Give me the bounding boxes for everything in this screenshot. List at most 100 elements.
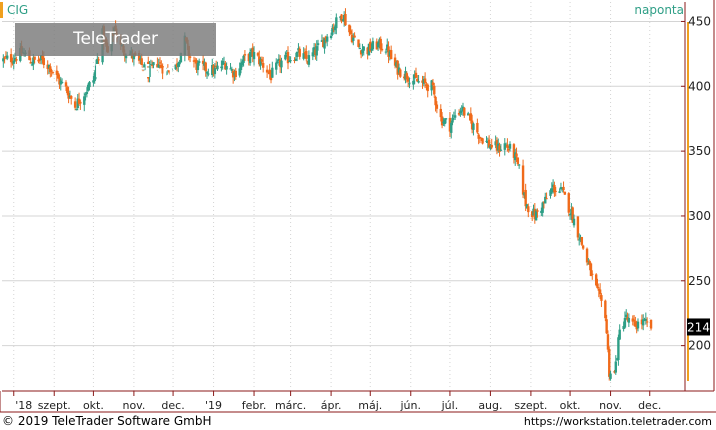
candle-body <box>6 55 9 59</box>
y-tick-label-200: 200 <box>688 339 711 353</box>
candle-body <box>331 27 334 35</box>
candle-body <box>649 319 653 329</box>
candle-body <box>150 64 154 66</box>
candle-body <box>143 64 146 71</box>
x-tick-label-6: febr. <box>242 399 267 412</box>
candle-body <box>284 54 287 60</box>
candle-body <box>205 71 209 74</box>
candle-body <box>417 81 420 83</box>
candle-body <box>521 165 525 195</box>
candle-body <box>265 69 269 73</box>
candle-body <box>55 70 59 75</box>
candle-body <box>623 317 627 328</box>
candle-body <box>302 53 305 59</box>
candle-body <box>562 186 565 191</box>
last-value-badge <box>687 318 710 336</box>
candle-body <box>303 51 307 54</box>
candle-body <box>250 49 253 52</box>
y-tick-label-300: 300 <box>688 209 711 223</box>
candle-body <box>587 263 590 265</box>
candle-body <box>84 94 87 96</box>
candle-body <box>544 196 547 204</box>
candle-body <box>389 50 393 60</box>
candle-body <box>169 73 172 75</box>
candle-body <box>498 145 501 152</box>
candle-body <box>367 43 371 56</box>
candle-body <box>375 41 379 50</box>
candle-body <box>340 14 343 22</box>
candle-body <box>320 40 324 42</box>
candle-body <box>481 138 484 144</box>
candle-body <box>550 188 553 193</box>
candle-body <box>11 62 14 64</box>
candle-body <box>497 143 500 151</box>
x-tick-label-8: ápr. <box>321 399 342 412</box>
x-tick-label-4: dec. <box>161 399 184 412</box>
candle-body <box>352 37 355 41</box>
candle-body <box>580 237 584 245</box>
candle-body <box>635 325 638 330</box>
candle-body <box>486 141 490 144</box>
candle-body <box>579 237 582 240</box>
candle-body <box>541 202 544 213</box>
candle-body <box>461 106 465 111</box>
candle-body <box>167 70 171 73</box>
x-tick-label-7: márc. <box>275 399 306 412</box>
candle-body <box>196 62 200 71</box>
candle-body <box>339 16 342 18</box>
candle-body <box>64 82 68 87</box>
candle-body <box>271 67 274 78</box>
candle-body <box>170 68 173 73</box>
candle-body <box>450 122 453 133</box>
candle-body <box>314 49 317 56</box>
candle-body <box>238 68 241 76</box>
candle-body <box>361 49 364 54</box>
candle-body <box>487 139 491 148</box>
candle-body <box>414 72 418 78</box>
candle-body <box>275 62 278 70</box>
candle-body <box>413 74 416 79</box>
candle-body <box>470 120 474 130</box>
candle-body <box>341 19 345 21</box>
candle-body <box>139 58 142 60</box>
candle-body <box>58 78 61 85</box>
candle-body <box>594 274 598 286</box>
x-tick-label-14: okt. <box>560 399 581 412</box>
candle-body <box>335 17 338 29</box>
candle-body <box>362 46 365 51</box>
candle-body <box>316 43 320 45</box>
candle-body <box>268 69 271 75</box>
candle-body <box>551 184 555 188</box>
candle-body <box>59 80 62 85</box>
candle-body <box>137 52 141 61</box>
candle-body <box>517 164 521 166</box>
candle-body <box>503 143 506 150</box>
candle-body <box>178 61 181 65</box>
candle-body <box>596 283 599 289</box>
candle-body <box>358 48 362 50</box>
candle-body <box>211 64 214 76</box>
candle-body <box>332 27 335 30</box>
candle-body <box>359 50 363 55</box>
candle-body <box>147 61 150 79</box>
candle-body <box>94 65 98 74</box>
candle-body <box>393 57 397 66</box>
candle-body <box>644 319 648 321</box>
candle-body <box>15 59 18 61</box>
candle-body <box>33 56 36 60</box>
candle-body <box>527 206 530 213</box>
candle-body <box>260 59 264 62</box>
candle-body <box>140 58 143 66</box>
candle-body <box>558 191 561 193</box>
candle-body <box>79 101 82 104</box>
candle-body <box>613 371 616 373</box>
candle-body <box>514 152 517 161</box>
candle-body <box>540 210 543 213</box>
x-tick-label-3: nov. <box>122 399 145 412</box>
candle-body <box>285 53 288 55</box>
candle-body <box>618 329 621 340</box>
candle-body <box>269 73 273 81</box>
candle-body <box>563 191 567 195</box>
candle-body <box>477 134 480 139</box>
